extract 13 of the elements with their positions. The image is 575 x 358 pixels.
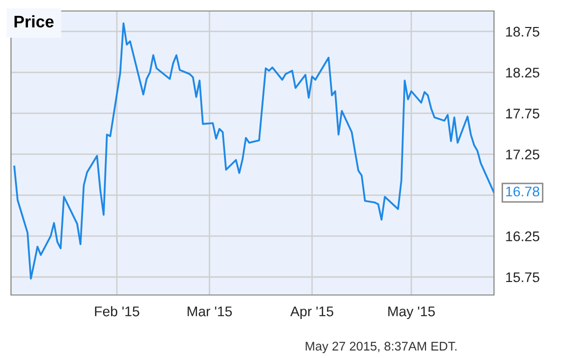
y-tick-label: 16.25: [506, 231, 540, 242]
y-tick-label: 18.25: [506, 68, 540, 78]
x-tick-label: Apr '15: [290, 306, 334, 320]
y-tick-label: 15.75: [506, 272, 540, 282]
x-tick-label: Feb '15: [95, 306, 140, 316]
y-tick-label: 17.25: [506, 150, 540, 160]
y-tick-label: 17.75: [506, 108, 540, 118]
y-tick-label: 18.75: [506, 26, 540, 37]
x-tick-label: Mar '15: [188, 306, 232, 316]
chart-title: Price: [14, 15, 54, 28]
text: May 27 2015, 8:37AM EDT.: [306, 342, 456, 354]
x-tick-label: May '15: [388, 306, 435, 320]
annotation: 16.78: [506, 186, 540, 196]
